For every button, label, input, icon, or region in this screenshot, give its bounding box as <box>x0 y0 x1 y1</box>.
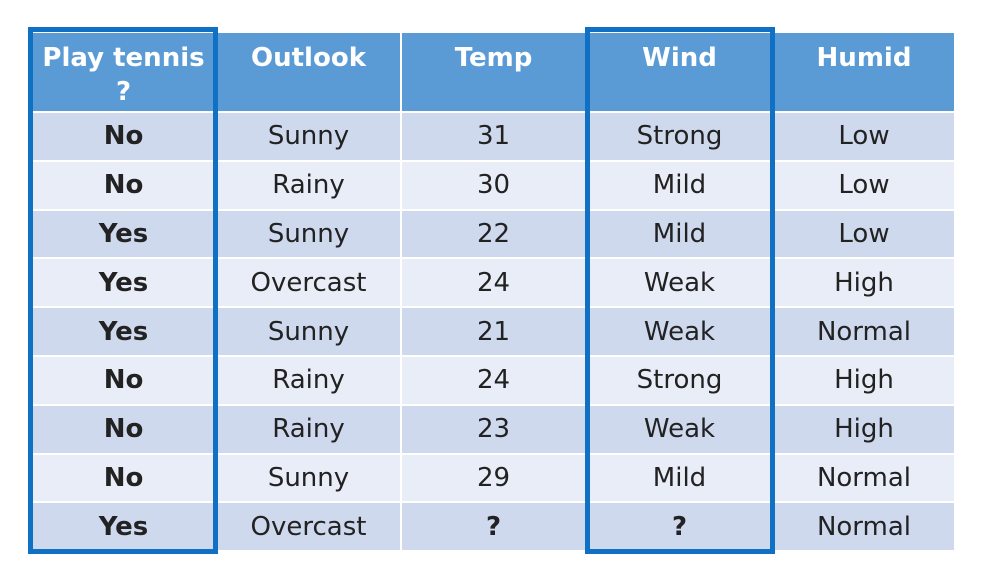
data-table: Play tennis ? Outlook Temp Wind Humid No Sunn… <box>30 31 956 553</box>
table-row: Yes Overcast 24 Weak High <box>30 257 956 309</box>
table-row: Yes Overcast?? Normal <box>30 501 956 553</box>
table-cell: Yes <box>30 257 217 309</box>
header-cell: Humid <box>772 31 956 113</box>
table-cell: Weak <box>585 403 774 455</box>
highlight-box <box>28 27 218 554</box>
table-cell: Rainy <box>215 354 402 406</box>
table-row: No Rainy 30 Mild Low <box>30 159 956 211</box>
header-row: Play tennis ? Outlook Temp Wind Humid <box>30 31 956 113</box>
table-cell: 21 <box>400 306 587 357</box>
table-cell: High <box>772 403 956 455</box>
table-row: No Rainy 24 Strong High <box>30 354 956 406</box>
table-cell: Strong <box>585 111 774 162</box>
table-cell: Yes <box>30 208 217 260</box>
table-row: No Sunny 29 Mild Normal <box>30 452 956 504</box>
table-body: No Sunny 31 Strong Low No Rainy 30 Mild Low Yes Sun… <box>30 111 956 553</box>
header-cell: Wind <box>585 31 774 113</box>
table-cell: Sunny <box>215 452 402 504</box>
table-cell: ? <box>400 501 587 553</box>
table-row: No Rainy 23 Weak High <box>30 403 956 455</box>
table-cell: Weak <box>585 257 774 309</box>
table-cell: Sunny <box>215 111 402 162</box>
table-cell: Yes <box>30 306 217 357</box>
table-cell: Rainy <box>215 159 402 211</box>
highlight-box <box>585 27 775 554</box>
table-cell: 24 <box>400 354 587 406</box>
table-cell: High <box>772 354 956 406</box>
table-cell: Normal <box>772 452 956 504</box>
table-cell: No <box>30 159 217 211</box>
table-row: Yes Sunny 21 Weak Normal <box>30 306 956 357</box>
table-cell: 24 <box>400 257 587 309</box>
table-cell: No <box>30 403 217 455</box>
table-cell: 31 <box>400 111 587 162</box>
table-cell: Low <box>772 159 956 211</box>
table-cell: Sunny <box>215 306 402 357</box>
table-cell: 29 <box>400 452 587 504</box>
table-cell: 30 <box>400 159 587 211</box>
table-cell: Mild <box>585 208 774 260</box>
table-row: No Sunny 31 Strong Low <box>30 111 956 162</box>
table-cell: Mild <box>585 452 774 504</box>
table-cell: No <box>30 452 217 504</box>
table-cell: Normal <box>772 306 956 357</box>
table-cell: High <box>772 257 956 309</box>
table-cell: Low <box>772 111 956 162</box>
table-cell: Low <box>772 208 956 260</box>
table-cell: No <box>30 354 217 406</box>
table-cell: 23 <box>400 403 587 455</box>
header-cell: Play tennis ? <box>30 31 217 113</box>
table-row: Yes Sunny 22 Mild Low <box>30 208 956 260</box>
header-cell: Temp <box>400 31 587 113</box>
table-cell: Sunny <box>215 208 402 260</box>
table-cell: Overcast <box>215 257 402 309</box>
table-cell: Rainy <box>215 403 402 455</box>
table-cell: Mild <box>585 159 774 211</box>
header-cell: Outlook <box>215 31 402 113</box>
table-cell: Weak <box>585 306 774 357</box>
table-cell: Overcast <box>215 501 402 553</box>
table-cell: Strong <box>585 354 774 406</box>
table-cell: Normal <box>772 501 956 553</box>
table-cell: No <box>30 111 217 162</box>
table-cell: 22 <box>400 208 587 260</box>
